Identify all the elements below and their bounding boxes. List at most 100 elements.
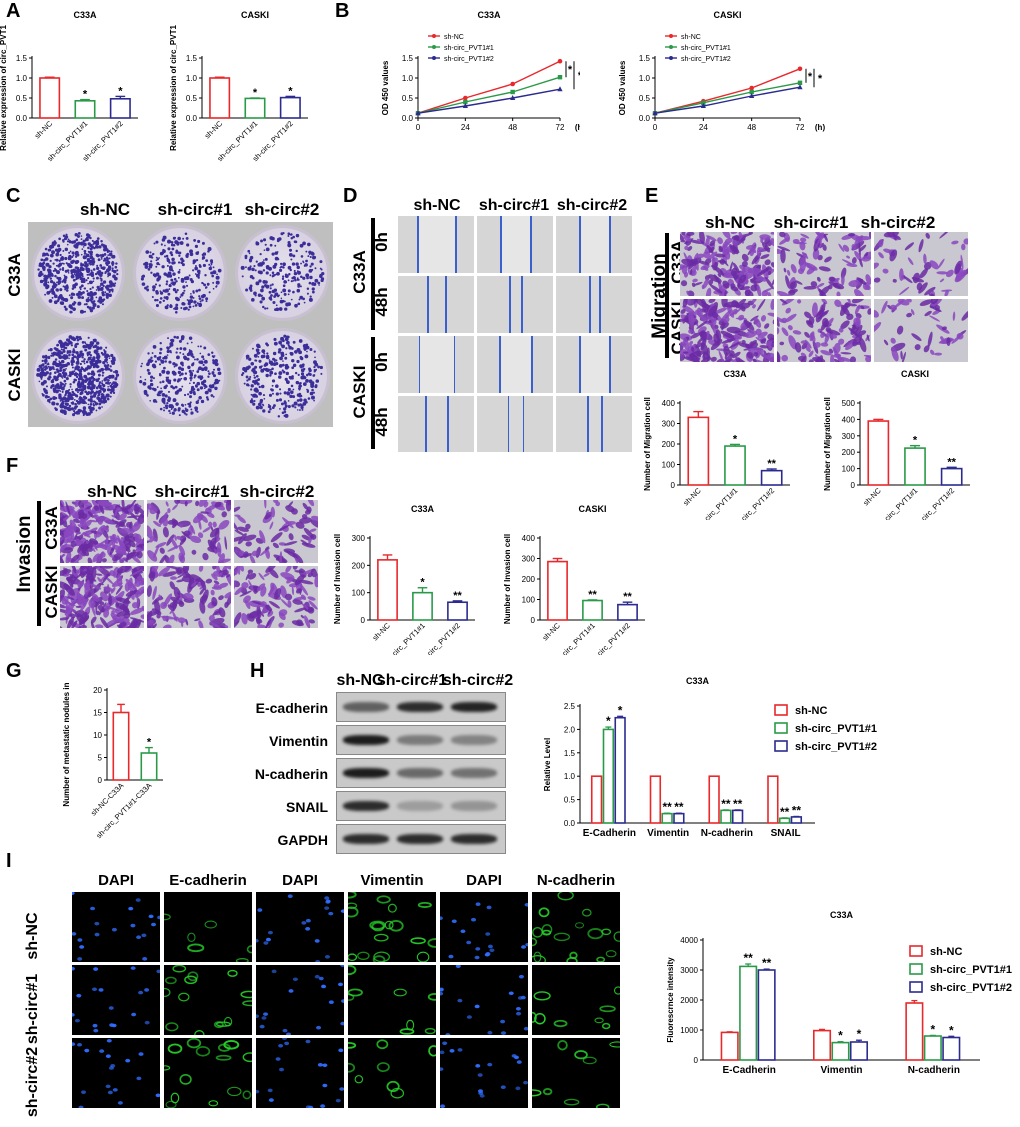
significance-mark: ** (947, 456, 956, 468)
if-image (348, 965, 436, 1035)
bar-n-cadherin-3 (731, 809, 744, 824)
y-axis-label: Relative expression of circ_PVT1 (170, 25, 178, 151)
y-tick-label: 3000 (680, 966, 698, 975)
y-tick-label: 1.5 (639, 54, 651, 63)
bar-vimentin-3 (673, 812, 685, 824)
x-tick-label: 0 (416, 123, 421, 132)
y-tick-label: 0 (851, 481, 856, 490)
significance-mark: * (147, 737, 152, 749)
y-axis-label: Number of Invasion cell (333, 534, 342, 624)
if-image (256, 1038, 344, 1108)
if-image (532, 1038, 620, 1108)
colony-dots (240, 334, 323, 418)
significance-mark: * (288, 85, 293, 97)
bar-3 (279, 96, 301, 119)
blot-row (336, 824, 506, 854)
chart-title: C33A (723, 369, 747, 379)
blot-band (451, 702, 497, 712)
x-tick-label: 72 (796, 123, 805, 132)
d-time-1: 0h (372, 232, 391, 252)
x-tick-label: 24 (699, 123, 708, 132)
wound-image (477, 396, 553, 452)
data-point (510, 89, 515, 95)
bar-n-cadherin-2 (720, 809, 732, 824)
y-tick-label: 2000 (680, 996, 698, 1005)
bar-1 (112, 711, 130, 781)
y-tick-label: 0 (694, 1056, 699, 1065)
legend-label: sh-NC (681, 34, 701, 41)
c-col-label-3: sh-circ#2 (244, 200, 320, 219)
if-image (348, 1038, 436, 1108)
colony-dish (133, 225, 227, 321)
wound-image (556, 336, 632, 393)
data-point (797, 80, 803, 85)
chart-b-caski: 0.0 0.5 1.0 1.5 OD 450 values CASKI 0 24 48 72 (h)… (618, 10, 825, 132)
legend-marker (432, 45, 436, 49)
y-tick-label: 200 (842, 448, 856, 457)
c-col-label-2: sh-circ#1 (157, 200, 233, 219)
legend-label: sh-circ_PVT1#2 (681, 56, 731, 63)
transwell-image (147, 565, 231, 628)
y-tick-label: 0.5 (16, 94, 28, 103)
y-tick-label: 0 (361, 616, 366, 625)
legend-label: sh-circ_PVT1#1 (444, 45, 494, 52)
wound-image (477, 276, 553, 333)
bar-n-cadherin-3 (942, 1036, 961, 1061)
data-point (652, 110, 658, 116)
y-tick-label: 200 (662, 440, 676, 449)
y-tick-label: 1.5 (564, 749, 576, 758)
panel-letter-c: C (6, 185, 21, 207)
legend-swatch (909, 945, 923, 957)
chart-title: C33A (830, 910, 854, 920)
x-tick-label: 24 (461, 123, 470, 132)
series-line-1 (417, 60, 561, 114)
y-tick-label: 0.0 (639, 114, 651, 123)
x-tick-label: N-cadherin (701, 828, 753, 839)
blot-band (397, 702, 443, 712)
blot-band (343, 801, 389, 811)
bar-1 (209, 77, 231, 119)
x-tick-label: sh-NC (541, 621, 563, 643)
y-tick-label: 0 (531, 616, 536, 625)
if-image (440, 1038, 528, 1108)
legend-swatch (774, 740, 788, 752)
x-tick-label: N-cadherin (908, 1065, 960, 1076)
e-col-label-2: sh-circ#1 (773, 213, 849, 232)
data-point (700, 103, 706, 108)
significance-mark: ** (721, 797, 731, 811)
series-line-3 (654, 86, 801, 114)
series-line-3 (417, 88, 561, 114)
f-side-label: Invasion (14, 515, 35, 593)
blot-protein-label: Vimentin (269, 733, 328, 749)
chart-i: 0 1000 2000 3000 4000 Fluorescrnce intensity C… (666, 910, 1012, 1076)
if-row-label: sh-circ#2 (24, 1046, 41, 1118)
panel-letter-e: E (645, 185, 659, 207)
h-col-label-3: sh-circ#2 (442, 672, 514, 689)
bar-snail-2 (778, 817, 791, 824)
y-axis-label: Number of metastatic nodules in lung (62, 680, 71, 807)
wound-image (556, 276, 632, 333)
panel-letter-f: F (6, 455, 19, 477)
colony-dish (235, 328, 330, 424)
series-line-2 (654, 82, 801, 114)
blot-band (397, 801, 443, 811)
transwell-image (234, 500, 318, 563)
y-tick-label: 200 (352, 561, 366, 570)
y-tick-label: 1.0 (402, 74, 414, 83)
y-tick-label: 400 (522, 534, 536, 543)
significance-mark: ** (674, 800, 684, 814)
significance-mark: * (857, 1027, 862, 1041)
significance-mark: ** (792, 803, 802, 817)
wound-image (398, 276, 474, 333)
transwell-image (777, 232, 871, 296)
if-image (440, 965, 528, 1035)
h-col-label-1: sh-NC (336, 672, 384, 689)
blot-band (451, 801, 497, 811)
chart-g: 0 5 10 15 20 Number of metastatic nodules in … (62, 680, 163, 840)
x-tick-label: Vimentin (820, 1065, 862, 1076)
c-row-label-1: C33A (5, 253, 24, 297)
bar-2 (244, 97, 266, 119)
colony-dish (133, 328, 227, 424)
if-col-label: DAPI (282, 872, 318, 889)
